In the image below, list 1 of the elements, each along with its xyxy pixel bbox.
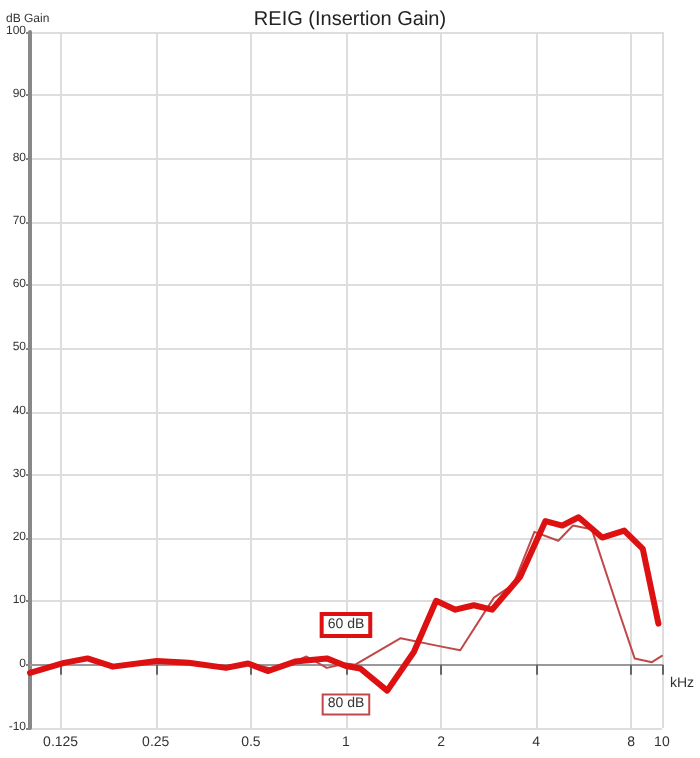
chart-title: REIG (Insertion Gain) bbox=[253, 9, 447, 31]
